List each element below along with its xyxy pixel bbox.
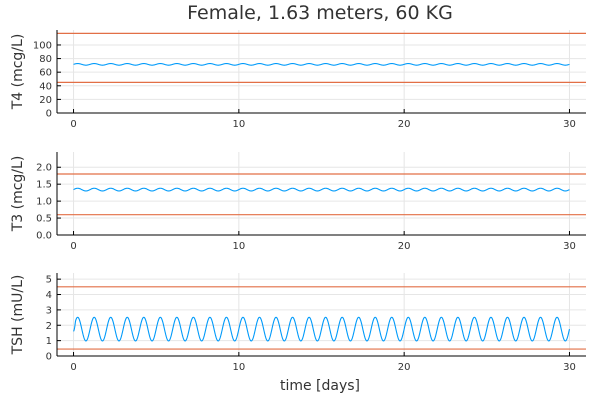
t4-x-tick-label: 10 (232, 119, 245, 130)
tsh-y-tick-label: 0 (46, 352, 52, 363)
t3-y-tick-label: 1.5 (36, 180, 52, 191)
tsh-panel: 0 10 20 30 0 1 2 3 4 5 TSH (mU/L) (10, 273, 586, 373)
t4-y-tick-label: 0 (46, 109, 52, 120)
tsh-y-axis-label: TSH (mU/L) (10, 275, 26, 356)
tsh-y-tick-label: 5 (46, 275, 52, 286)
t4-x-tick-label: 20 (398, 119, 411, 130)
t4-y-tick-label: 100 (33, 40, 52, 51)
t4-x-tick-label: 0 (70, 119, 76, 130)
t3-y-tick-label: 2.0 (36, 163, 52, 174)
figure-title: Female, 1.63 meters, 60 KG (187, 2, 453, 24)
tsh-series-line (73, 316, 571, 342)
t4-y-tick-label: 80 (39, 54, 52, 65)
t3-y-tick-label: 1.0 (36, 197, 52, 208)
t3-panel: 0 10 20 30 0.0 0.5 1.0 1.5 2.0 T3 (mcg/L) (10, 152, 586, 252)
tsh-y-tick-label: 3 (46, 305, 52, 316)
tsh-x-tick-label: 20 (398, 362, 411, 373)
tsh-y-tick-label: 2 (46, 321, 52, 332)
tsh-x-tick-label: 0 (70, 362, 76, 373)
t3-x-tick-label: 10 (232, 241, 245, 252)
t4-x-tick-label: 30 (563, 119, 576, 130)
t4-y-tick-label: 20 (39, 95, 52, 106)
t3-x-tick-label: 0 (70, 241, 76, 252)
tsh-x-tick-label: 10 (232, 362, 245, 373)
t4-series-line (73, 62, 570, 66)
t4-y-tick-label: 40 (39, 81, 52, 92)
tsh-y-tick-label: 4 (46, 290, 52, 301)
t3-y-axis-label: T3 (mcg/L) (10, 156, 26, 233)
tsh-x-tick-label: 30 (563, 362, 576, 373)
x-axis-label: time [days] (280, 378, 360, 394)
t4-y-axis-label: T4 (mcg/L) (10, 34, 26, 111)
t3-x-tick-label: 30 (563, 241, 576, 252)
tsh-y-tick-label: 1 (46, 336, 52, 347)
t3-x-tick-label: 20 (398, 241, 411, 252)
t4-panel: 0 10 20 30 0 20 40 60 80 100 T4 (mcg/L) (10, 30, 586, 130)
t3-y-tick-label: 0.0 (36, 231, 52, 242)
t4-y-tick-label: 60 (39, 68, 52, 79)
t3-y-tick-label: 0.5 (36, 214, 52, 225)
t3-series-line (73, 187, 570, 192)
